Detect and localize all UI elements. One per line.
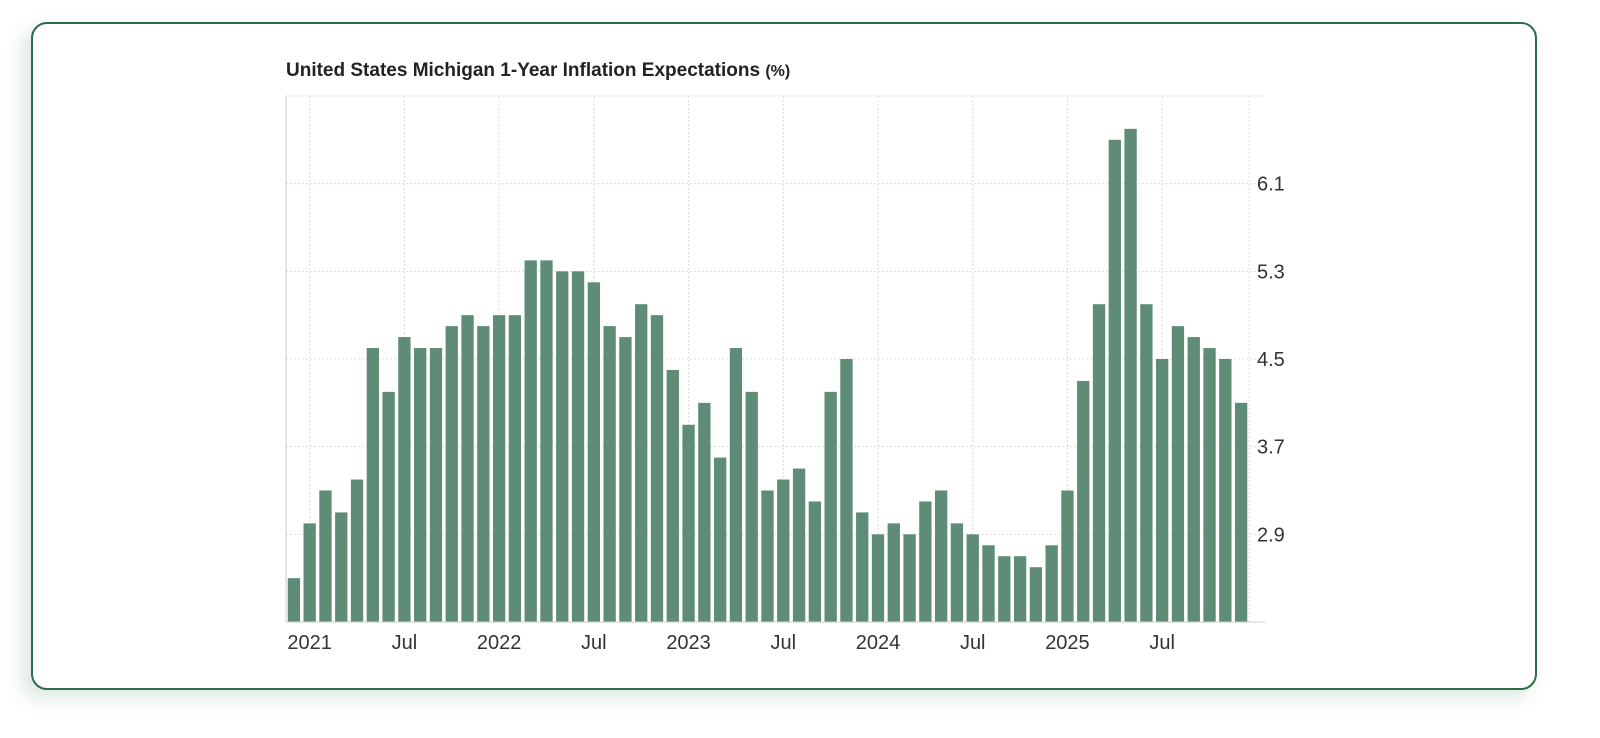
bar[interactable]: [729, 348, 743, 622]
bar[interactable]: [934, 490, 948, 623]
bar[interactable]: [398, 337, 411, 622]
bar[interactable]: [1013, 556, 1027, 622]
bar[interactable]: [619, 337, 632, 622]
x-tick-label: 2022: [477, 632, 522, 654]
bar[interactable]: [1187, 337, 1200, 622]
bar[interactable]: [287, 578, 301, 622]
bar[interactable]: [1092, 304, 1106, 622]
x-tick-label: 2023: [666, 632, 711, 654]
bar[interactable]: [540, 260, 553, 622]
chart-title: United States Michigan 1-Year Inflation …: [286, 60, 790, 82]
bar[interactable]: [429, 348, 443, 622]
bar[interactable]: [998, 556, 1011, 622]
bar[interactable]: [492, 315, 506, 622]
bar[interactable]: [335, 512, 348, 622]
bar[interactable]: [319, 490, 332, 623]
bar-series: [287, 128, 1248, 623]
bar[interactable]: [1108, 139, 1121, 623]
bar[interactable]: [777, 479, 790, 622]
chart-title-text: United States Michigan 1-Year Inflation …: [286, 60, 761, 81]
bar[interactable]: [1045, 545, 1058, 622]
bar[interactable]: [508, 315, 522, 622]
bar[interactable]: [919, 501, 932, 622]
grid-lines: [286, 95, 1265, 622]
bar[interactable]: [887, 523, 900, 622]
y-tick-label: 4.5: [1257, 349, 1285, 371]
x-tick-label: Jul: [770, 632, 796, 654]
y-tick-label: 2.9: [1257, 524, 1285, 546]
bar[interactable]: [303, 523, 316, 622]
bar[interactable]: [1156, 359, 1169, 622]
axes: 2.9 3.7 4.5 5.3 6.1 2021 Jul 2022 Jul 2023 Jul 2024…: [285, 96, 1285, 654]
bar[interactable]: [761, 490, 774, 623]
bar[interactable]: [461, 315, 474, 622]
bar[interactable]: [792, 468, 806, 622]
bar[interactable]: [1124, 128, 1137, 622]
bar[interactable]: [366, 348, 379, 622]
bar[interactable]: [445, 326, 458, 622]
x-tick-label: Jul: [1149, 632, 1175, 654]
x-tick-label: 2021: [287, 632, 332, 654]
bar[interactable]: [1077, 380, 1090, 622]
bar[interactable]: [382, 391, 395, 622]
bar[interactable]: [1203, 348, 1216, 622]
bar[interactable]: [1171, 326, 1185, 622]
bar[interactable]: [871, 534, 885, 622]
bar[interactable]: [903, 534, 916, 622]
y-tick-label: 5.3: [1257, 261, 1285, 283]
bar[interactable]: [840, 359, 853, 622]
bar[interactable]: [350, 479, 364, 622]
bar[interactable]: [1140, 304, 1153, 622]
y-tick-label: 3.7: [1257, 437, 1285, 459]
x-tick-label: 2024: [856, 632, 901, 654]
bar[interactable]: [1029, 567, 1043, 622]
bar[interactable]: [556, 271, 569, 622]
x-tick-label: Jul: [392, 632, 418, 654]
bar[interactable]: [571, 271, 585, 622]
bar[interactable]: [682, 424, 695, 622]
bar[interactable]: [808, 501, 822, 622]
bar[interactable]: [856, 512, 869, 622]
bar[interactable]: [1234, 402, 1248, 622]
bar[interactable]: [713, 457, 727, 622]
bar[interactable]: [745, 391, 758, 622]
chart-unit: (%): [765, 63, 791, 80]
x-tick-label: Jul: [960, 632, 986, 654]
bar[interactable]: [966, 534, 979, 622]
bar[interactable]: [666, 369, 679, 622]
bar[interactable]: [650, 315, 664, 622]
bar[interactable]: [698, 402, 711, 622]
bar[interactable]: [635, 304, 648, 622]
bar[interactable]: [982, 545, 995, 622]
bar[interactable]: [587, 282, 601, 622]
bar[interactable]: [1219, 359, 1232, 622]
y-tick-label: 6.1: [1257, 174, 1285, 196]
bar[interactable]: [824, 391, 837, 622]
x-tick-label: Jul: [581, 632, 607, 654]
bar[interactable]: [524, 260, 537, 622]
bar[interactable]: [414, 348, 427, 622]
bar[interactable]: [950, 523, 964, 622]
x-tick-label: 2025: [1045, 632, 1090, 654]
bar[interactable]: [603, 326, 616, 622]
bar[interactable]: [1061, 490, 1074, 623]
bar[interactable]: [477, 326, 490, 622]
